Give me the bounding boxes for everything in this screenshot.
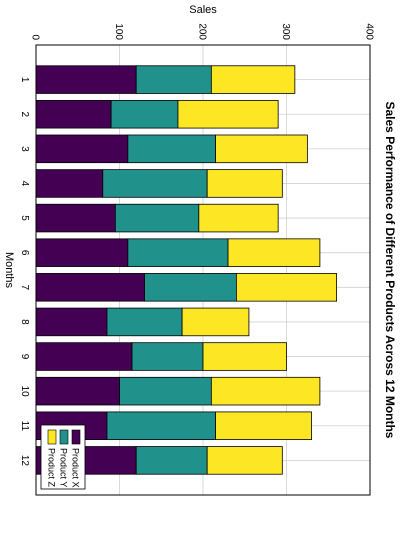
x-tick-label: 2 [19,111,30,117]
bar-product-z-month-10 [210,376,321,406]
bar-product-y-month-10 [119,376,212,406]
bar-product-y-month-2 [110,99,179,129]
bars-layer [35,65,337,475]
bar-product-z-month-11 [215,411,312,441]
legend-label: Product X [71,448,81,488]
bar-product-x-month-9 [35,342,133,371]
bar-product-z-month-7 [236,273,337,302]
bar-product-x-month-1 [35,65,137,94]
bar-product-z-month-1 [210,65,296,94]
bar-product-y-month-1 [135,65,212,94]
bar-product-z-month-9 [202,342,287,371]
legend-label: Product Y [59,448,69,487]
x-tick-label: 8 [19,319,30,325]
x-tick-label: 5 [19,215,30,221]
y-tick-label: 0 [30,34,41,40]
bar-product-x-month-10 [35,376,120,406]
bar-product-z-month-5 [198,203,279,233]
legend-swatch [59,429,69,445]
chart-title: Sales Performance of Different Products … [383,102,397,439]
bar-product-y-month-7 [144,273,237,302]
y-tick-label: 300 [280,23,291,40]
bar-product-x-month-4 [35,169,104,198]
bar-product-y-month-8 [106,307,183,337]
bar-product-y-month-5 [114,203,200,233]
bar-product-z-month-2 [177,99,279,129]
y-axis-label: Sales [189,4,217,16]
bar-product-x-month-6 [35,238,129,267]
x-tick-label: 4 [19,181,30,187]
legend-swatch [71,429,81,445]
x-tick-label: 6 [19,250,30,256]
bar-product-x-month-8 [35,307,108,337]
x-tick-label: 9 [19,354,30,360]
bar-product-x-month-5 [35,203,116,233]
plot-frame [35,44,371,496]
bar-product-y-month-4 [102,169,208,198]
bar-product-y-month-6 [127,238,229,267]
bar-product-z-month-4 [206,169,283,198]
x-tick-label: 7 [19,285,30,291]
bar-product-y-month-9 [131,342,204,371]
bar-product-y-month-11 [106,411,216,441]
bar-product-y-month-3 [127,134,216,164]
y-tick-label: 200 [197,23,208,40]
bar-product-z-month-12 [206,446,283,475]
bar-product-y-month-12 [135,446,208,475]
bar-product-z-month-8 [181,307,250,337]
x-tick-label: 10 [19,386,30,398]
bar-product-x-month-7 [35,273,145,302]
x-tick-label: 11 [19,421,30,432]
x-axis-label: Months [3,252,15,289]
x-tick-label: 12 [19,455,30,467]
bar-product-z-month-3 [215,134,308,164]
x-tick-label: 3 [19,146,30,152]
bar-product-x-month-3 [35,134,129,164]
y-tick-label: 100 [113,23,124,40]
legend-label: Product Z [47,448,57,488]
bar-product-x-month-2 [35,99,112,129]
bar-product-z-month-6 [227,238,321,267]
y-tick-labels: 0 100 200 300 400 [30,23,375,40]
legend-swatch [47,429,57,445]
x-tick-label: 1 [19,77,30,83]
y-tick-label: 400 [364,23,375,40]
